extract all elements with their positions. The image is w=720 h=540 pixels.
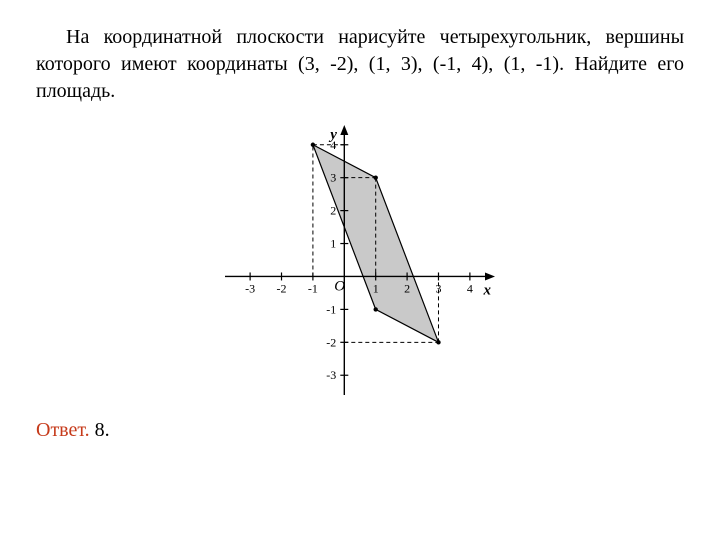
y-axis-arrow (340, 125, 348, 135)
answer-line: Ответ. 8. (36, 419, 684, 442)
y-tick-label: 3 (330, 171, 336, 185)
vertex-marker (373, 175, 377, 179)
vertex-marker (311, 143, 315, 147)
y-tick-label: -1 (326, 302, 336, 316)
answer-value: 8. (95, 419, 110, 441)
y-axis-label: y (328, 127, 337, 143)
y-tick-label: 1 (330, 237, 336, 251)
x-tick-label: 2 (404, 281, 410, 295)
x-axis-arrow (485, 272, 495, 280)
x-tick-label: 1 (373, 281, 379, 295)
y-tick-label: 2 (330, 204, 336, 218)
origin-label: O (334, 278, 345, 294)
x-tick-label: -2 (277, 281, 287, 295)
x-tick-label: 4 (467, 281, 473, 295)
x-axis-label: x (483, 282, 492, 298)
x-tick-label: -3 (245, 281, 255, 295)
y-tick-label: -3 (326, 368, 336, 382)
vertex-marker (436, 340, 440, 344)
x-tick-label: -1 (308, 281, 318, 295)
x-tick-label: 3 (435, 281, 441, 295)
problem-text: На координатной плоскости нарисуйте четы… (36, 24, 684, 105)
answer-label: Ответ. (36, 419, 90, 441)
vertex-marker (373, 307, 377, 311)
coordinate-plane-chart: -3-2-11234-3-2-11234Oxy (225, 125, 495, 395)
chart-container: -3-2-11234-3-2-11234Oxy (36, 125, 684, 395)
y-tick-label: -2 (326, 335, 336, 349)
